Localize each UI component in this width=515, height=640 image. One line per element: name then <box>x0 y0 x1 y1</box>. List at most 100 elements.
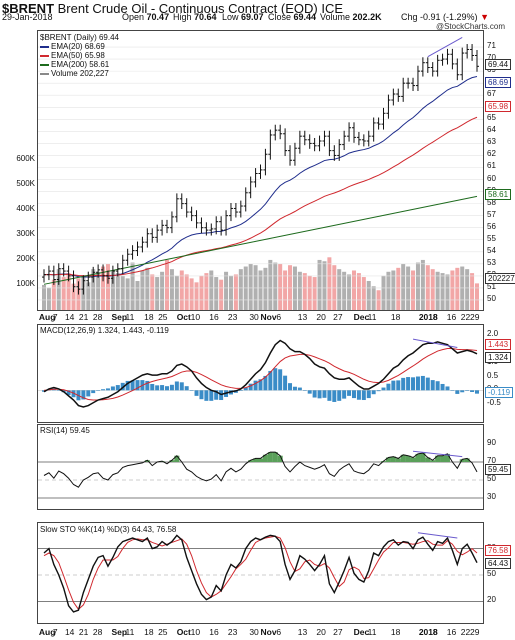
x-axis-label: 20 <box>316 627 326 637</box>
volume-bar <box>209 270 214 310</box>
macd-histogram-bar <box>425 377 430 391</box>
macd-histogram-bar <box>337 390 342 401</box>
macd-histogram-bar <box>194 390 199 396</box>
volume-bar <box>224 271 229 310</box>
volume-tick-label: 600K <box>16 153 35 163</box>
ema200-tag: 58.61 <box>485 189 512 201</box>
macd-histogram-bar <box>366 390 371 399</box>
x-axis-label: 6 <box>276 627 282 637</box>
volume-bar <box>406 266 411 310</box>
volume-bar <box>361 277 366 310</box>
rsi-overbought-fill <box>174 455 180 462</box>
macd-histogram-bar <box>356 390 361 400</box>
macd-value-tag: 1.324 <box>485 351 512 363</box>
macd-panel <box>37 324 484 423</box>
macd-histogram-bar <box>199 390 204 400</box>
ema50-tag: 65.98 <box>485 100 512 112</box>
macd-histogram-bar <box>238 390 243 391</box>
x-axis-bottom: Aug 7 14 21 28 Sep 11 18 25 Oct 10 16 23 30 Nov 6 13 20 27… <box>37 627 484 639</box>
x-axis-label: 18 <box>390 627 401 637</box>
macd-histogram-bar <box>189 390 194 391</box>
volume-bar <box>420 259 425 310</box>
volume-bar <box>258 270 263 310</box>
macd-histogram-bar <box>455 390 460 394</box>
x-axis-label: Nov <box>260 312 277 322</box>
volume-bar <box>430 269 435 310</box>
rsi-overbought-fill <box>425 457 431 462</box>
macd-histogram-bar <box>243 387 248 391</box>
volume-bar <box>351 270 356 310</box>
volume-bar <box>401 263 406 310</box>
ema50-line <box>43 116 478 277</box>
instrument-name: Brent Crude Oil - Continuous Contract (E… <box>57 1 318 16</box>
rsi-overbought-fill <box>440 455 446 462</box>
macd-histogram-bar <box>347 390 352 396</box>
x-axis-label: 13 <box>297 312 308 322</box>
macd-histogram-bar <box>130 380 135 391</box>
p2-svg <box>38 450 483 499</box>
volume-bar <box>297 271 302 310</box>
volume-bar <box>302 273 307 310</box>
macd-histogram-bar <box>174 381 179 391</box>
macd-signal-line <box>43 348 478 401</box>
x-axis-top: Aug 7 14 21 28 Sep 11 18 25 Oct 10 16 23 30 Nov 6 13 20 27… <box>37 312 484 324</box>
macd-histogram-bar <box>415 376 420 391</box>
macd-histogram-bar <box>125 380 130 391</box>
x-axis-label: 11 <box>125 627 135 637</box>
watermark: @StockCharts.com <box>435 22 505 31</box>
x-axis-label: Dec <box>353 627 370 637</box>
macd-histogram-bar <box>406 377 411 391</box>
macd-histogram-bar <box>307 390 312 394</box>
rsi-tag: 59.45 <box>485 464 512 476</box>
price-tick-label: 65 <box>487 113 496 123</box>
volume-bar <box>61 277 66 310</box>
rsi-overbought-fill <box>405 455 411 462</box>
legend-ema20: EMA(20) 68.69 <box>40 42 105 51</box>
close-tag: 69.44 <box>485 58 512 70</box>
volume-bar <box>391 270 396 310</box>
macd-histogram-bar <box>420 375 425 391</box>
volume-bar <box>371 286 376 310</box>
x-axis-label: 28 <box>92 627 103 637</box>
legend-ema50: EMA(50) 65.98 <box>40 51 105 60</box>
volume-bar <box>110 270 115 310</box>
rsi-overbought-fill <box>169 460 175 462</box>
volume-bar <box>322 261 327 310</box>
rsi-overbought-fill <box>253 458 259 462</box>
volume-bar <box>337 269 342 310</box>
volume-bar <box>268 259 273 310</box>
macd-histogram-bar <box>460 390 465 393</box>
volume-bar <box>475 283 479 310</box>
x-axis-label: 6 <box>276 312 282 322</box>
x-axis-label: 29 <box>470 312 480 322</box>
macd-histogram-bar <box>278 369 283 391</box>
x-axis-label: 16 <box>446 627 457 637</box>
macd-tick-label: -0.5 <box>487 398 501 408</box>
macd-histogram-bar <box>376 390 381 392</box>
volume-bar <box>233 274 238 310</box>
volume-bar <box>140 270 145 310</box>
volume-tick-label: 100K <box>16 278 35 288</box>
volume-bar <box>56 269 61 310</box>
rsi-overbought-fill <box>395 458 401 462</box>
price-tick-label: 51 <box>487 281 496 291</box>
volume-bar <box>105 263 110 310</box>
x-axis-label: 27 <box>333 627 343 637</box>
rsi-overbought-fill <box>144 460 150 462</box>
x-axis-label: 20 <box>316 312 326 322</box>
x-axis-label: 22 <box>460 312 471 322</box>
exchange: ICE <box>321 1 344 16</box>
p1-svg <box>38 338 483 408</box>
macd-histogram-bar <box>273 368 278 391</box>
macd-histogram-bar <box>297 387 302 391</box>
volume-bar <box>96 271 101 310</box>
macd-histogram-bar <box>253 380 258 391</box>
sto-panel <box>37 522 484 624</box>
macd-histogram-bar <box>396 380 401 391</box>
macd-histogram-bar <box>155 385 160 391</box>
macd-hist-tag: -0.119 <box>485 386 514 398</box>
macd-histogram-bar <box>56 390 61 391</box>
x-axis-label: Oct <box>176 627 191 637</box>
x-axis-label: 25 <box>158 312 168 322</box>
